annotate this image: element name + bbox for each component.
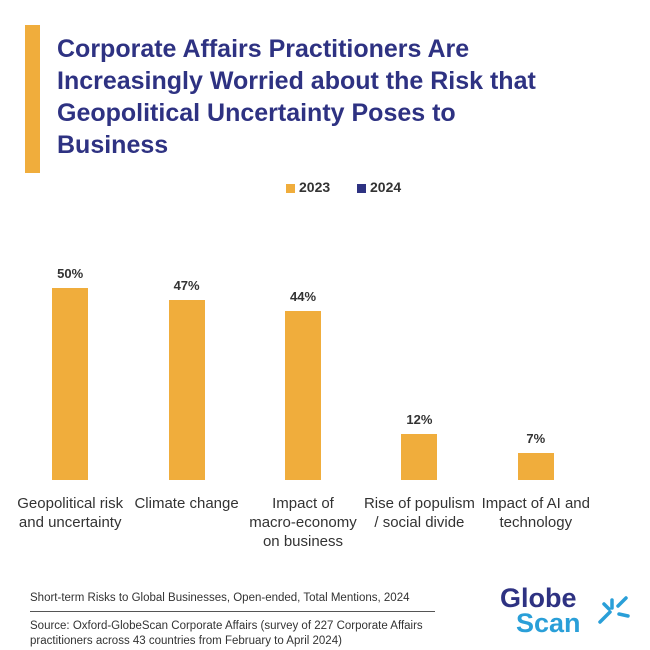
logo-text: Scan	[516, 608, 581, 638]
logo-burst	[598, 596, 630, 624]
bar	[168, 299, 205, 480]
value-label: 7%	[526, 431, 546, 447]
divider	[30, 611, 435, 612]
value-label: 50%	[57, 266, 84, 281]
x-tick-label: Impact of macro-economy on business	[249, 495, 357, 550]
x-tick-label: Impact of AI and technology	[481, 495, 590, 531]
source: Source: Oxford-GlobeScan Corporate Affai…	[30, 620, 423, 647]
subtitle: Short-term Risks to Global Businesses, O…	[30, 592, 410, 604]
legend-swatch	[286, 184, 295, 193]
x-tick-label: Rise of populism / social divide	[363, 495, 475, 531]
chart-title: Corporate Affairs Practitioners Are Incr…	[57, 35, 536, 159]
x-tick-label: Geopolitical risk and uncertainty	[17, 495, 124, 531]
value-label: 47%	[173, 277, 200, 293]
value-label: 44%	[289, 289, 317, 305]
x-tick-label: Climate change	[134, 495, 239, 512]
bar	[52, 288, 89, 480]
title-accent	[25, 25, 40, 173]
legend-label: 2023	[299, 179, 331, 195]
bar	[285, 311, 321, 480]
value-label: 12%	[406, 411, 433, 427]
legend-swatch	[357, 184, 366, 193]
bar	[401, 433, 438, 480]
logo-text: Globe	[500, 583, 577, 613]
legend-label: 2024	[370, 179, 402, 195]
bar	[517, 453, 554, 480]
